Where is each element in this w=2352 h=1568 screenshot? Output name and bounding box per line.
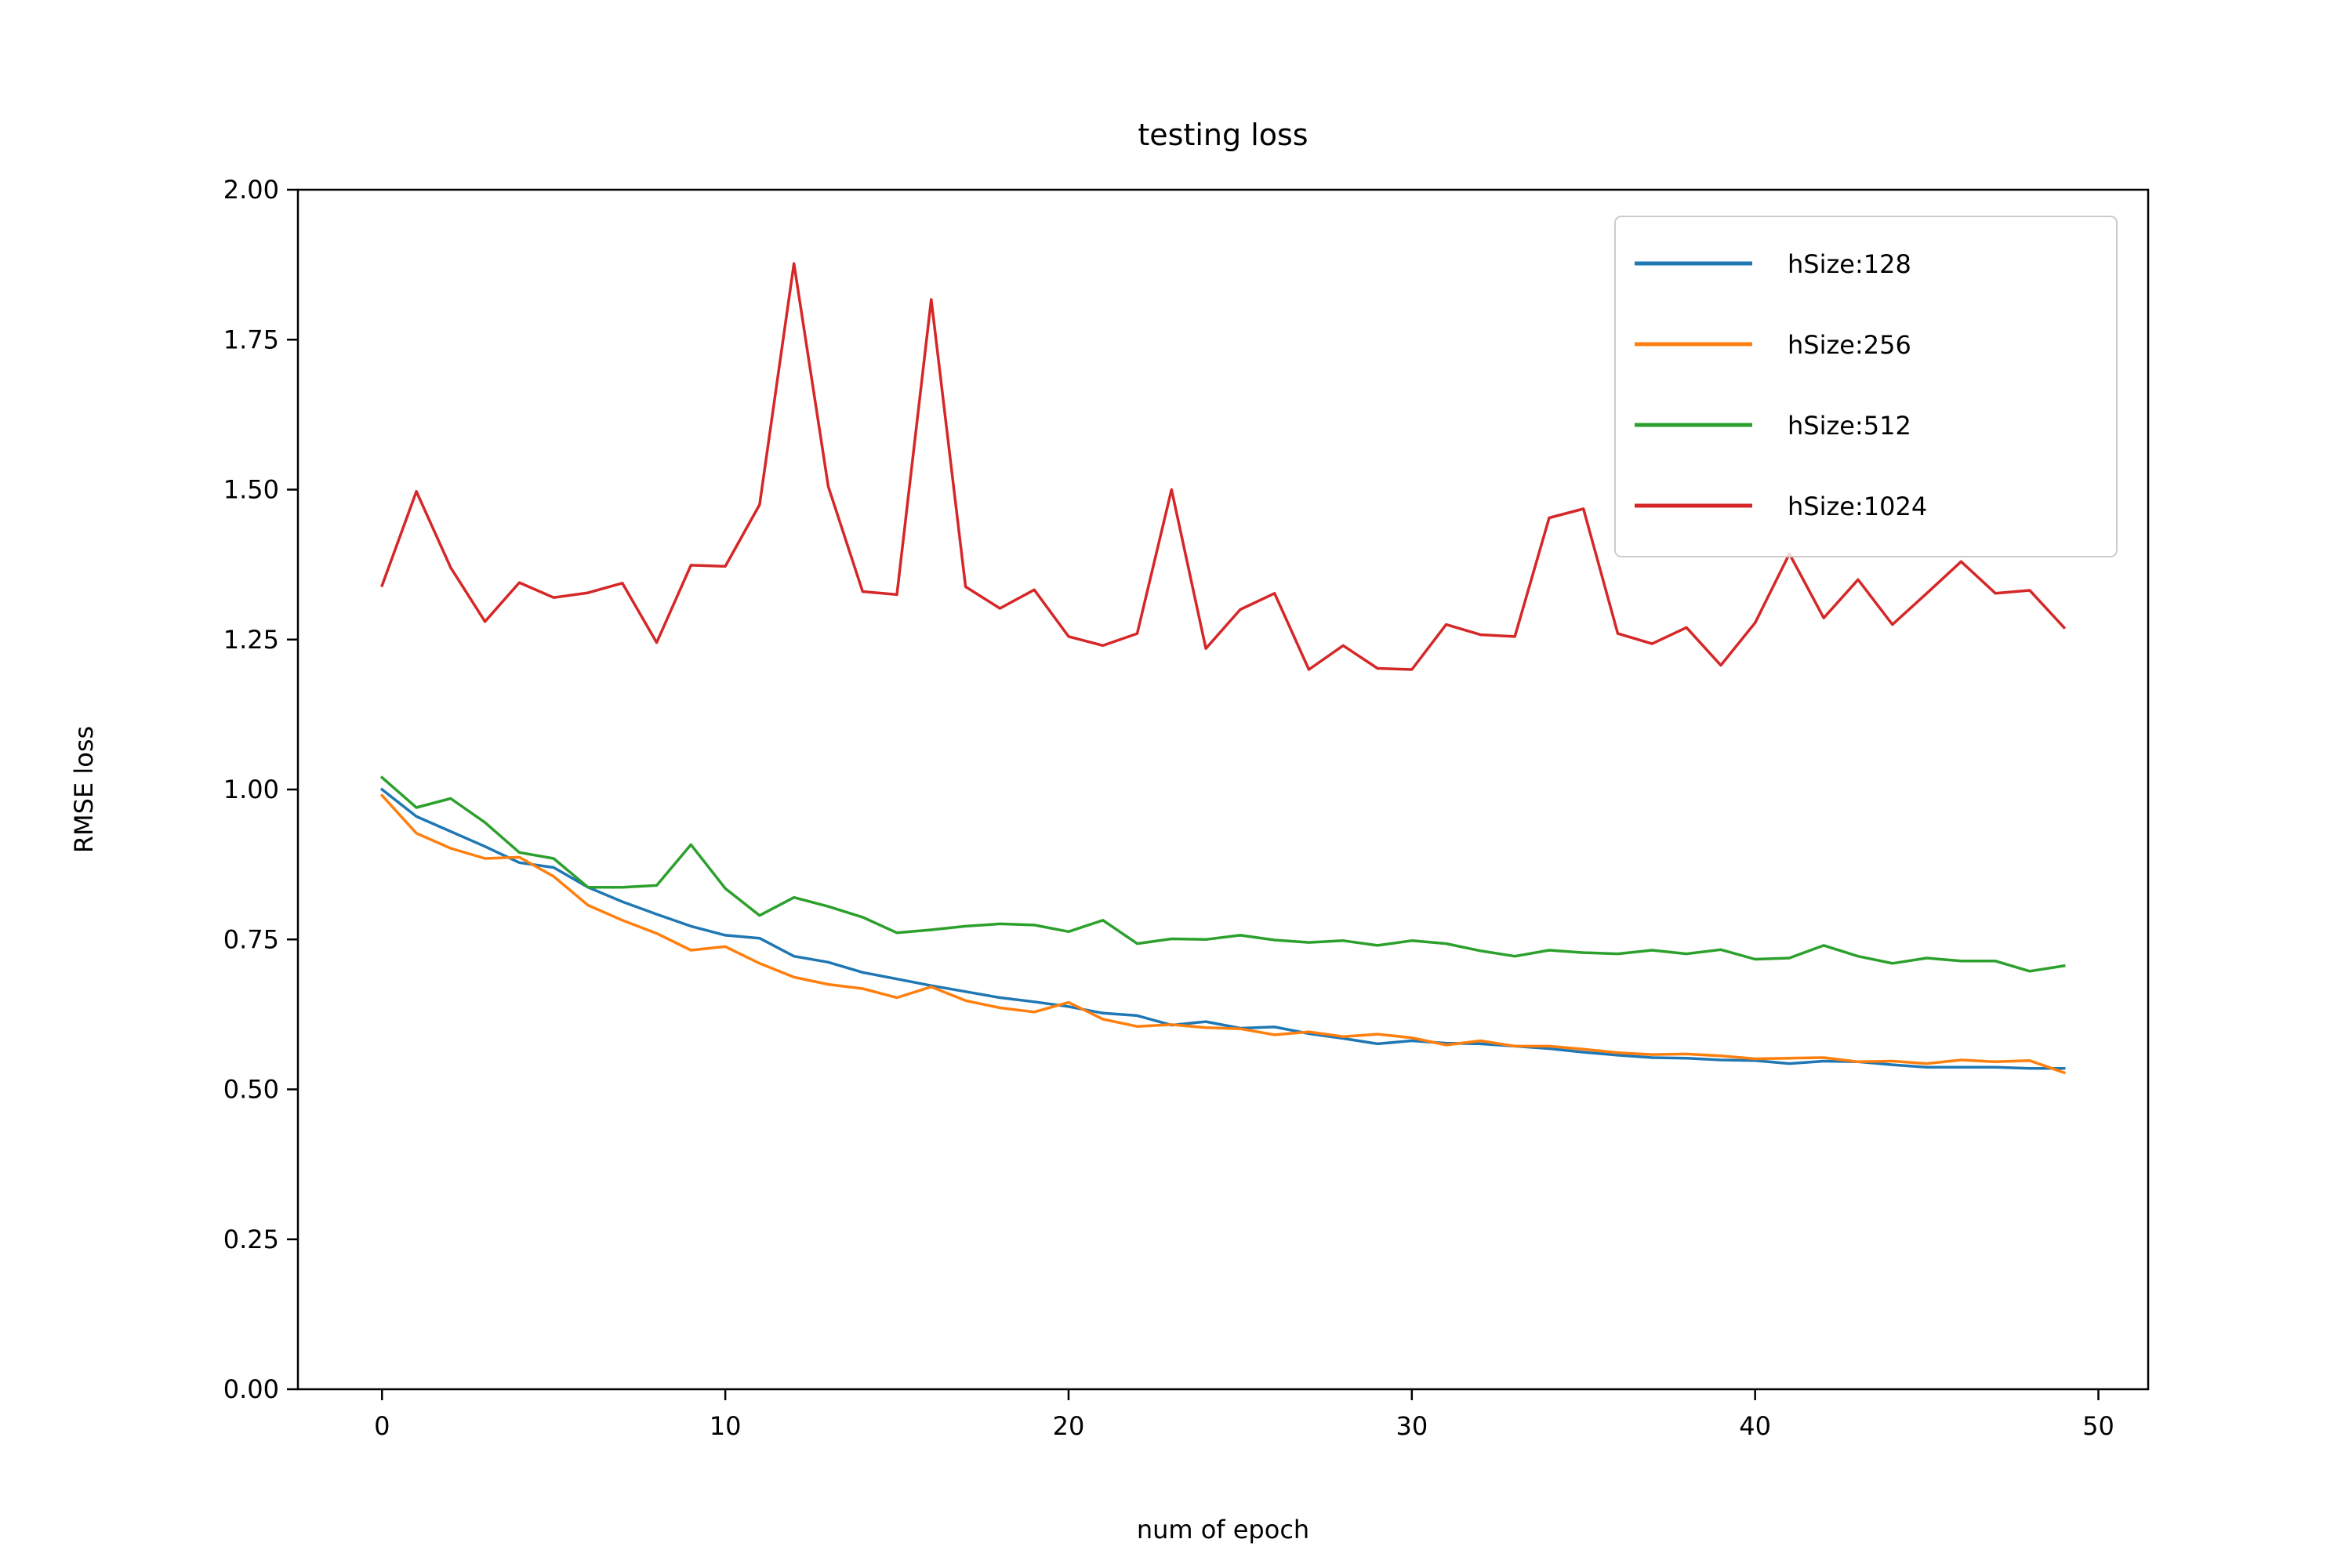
- y-tick-label: 0.25: [223, 1225, 279, 1254]
- y-axis: 0.00 0.25 0.50 0.75 1.00 1.25 1.50 1.75 2.00: [223, 175, 298, 1404]
- legend: hSize:128 hSize:256 hSize:512 hSize:1024: [1614, 216, 2118, 557]
- x-tick-label: 20: [1053, 1411, 1085, 1441]
- y-tick-label: 0.00: [223, 1374, 279, 1404]
- series-line-hsize-512: [379, 775, 2066, 973]
- y-tick-label: 0.75: [223, 924, 279, 954]
- y-tick-label: 1.25: [223, 625, 279, 655]
- x-axis-label: num of epoch: [1137, 1515, 1309, 1544]
- y-tick-label: 1.00: [223, 775, 279, 804]
- y-axis-label: RMSE loss: [69, 726, 99, 853]
- x-tick-label: 30: [1396, 1411, 1428, 1441]
- chart-title: testing loss: [1138, 118, 1308, 152]
- y-tick-label: 2.00: [223, 175, 279, 205]
- legend-label: hSize:1024: [1788, 492, 1927, 521]
- legend-label: hSize:128: [1788, 249, 1911, 279]
- series-line-hsize-128: [379, 787, 2066, 1070]
- legend-label: hSize:512: [1788, 411, 1911, 441]
- y-tick-label: 0.50: [223, 1075, 279, 1105]
- legend-box: [1614, 216, 2118, 557]
- x-tick-label: 50: [2082, 1411, 2114, 1441]
- series-layer: [379, 262, 2067, 1075]
- y-tick-label: 1.50: [223, 475, 279, 505]
- legend-label: hSize:256: [1788, 330, 1911, 360]
- series-line-hsize-1024: [380, 262, 2067, 671]
- x-tick-label: 10: [710, 1411, 742, 1441]
- series-line-hsize-256: [379, 793, 2066, 1075]
- x-tick-label: 40: [1739, 1411, 1771, 1441]
- y-tick-label: 1.75: [223, 325, 279, 354]
- x-tick-label: 0: [374, 1411, 390, 1441]
- x-axis: 0 10 20 30 40 50: [374, 1389, 2114, 1441]
